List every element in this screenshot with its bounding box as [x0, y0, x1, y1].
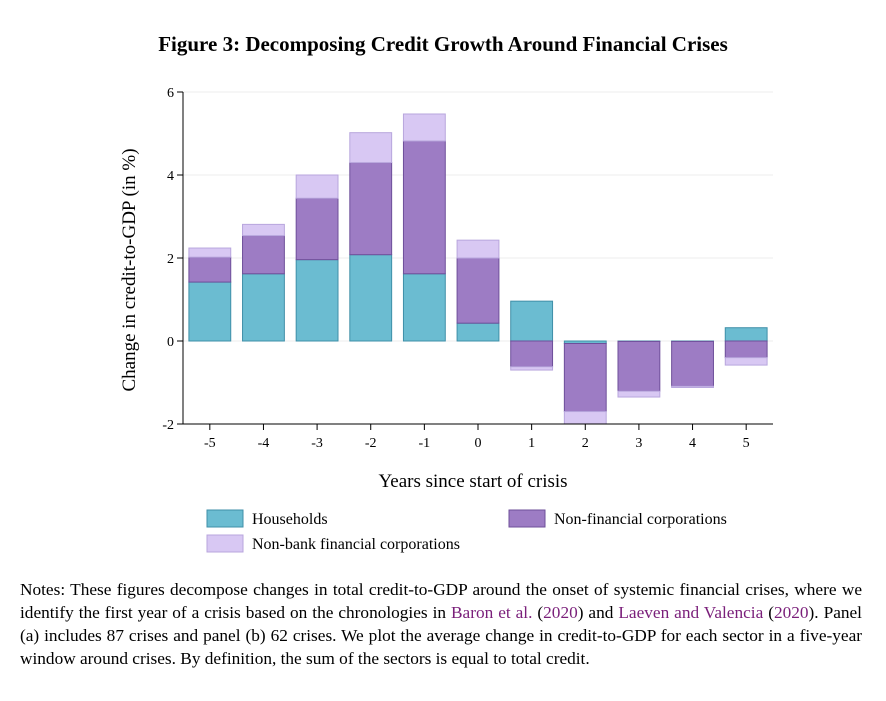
bar-households-5	[724, 327, 768, 342]
bar-non-financial-corporations--2	[349, 162, 393, 256]
bar-non-bank-financial-corporations--4	[242, 223, 285, 237]
legend: Households Non-financial corporations Non-…	[206, 509, 727, 553]
y-tick-label: -2	[162, 418, 174, 433]
y-tick-label: 2	[167, 252, 174, 267]
bar-households--2	[349, 254, 393, 342]
bar-non-bank-financial-corporations-4	[671, 385, 714, 388]
legend-swatch-households	[206, 509, 244, 528]
bar-non-financial-corporations--3	[295, 197, 339, 261]
legend-swatch-non-financial-corporations	[508, 509, 546, 528]
bar-households-0	[456, 322, 500, 342]
notes-text-1: Notes: These figures decompose changes i…	[20, 580, 862, 622]
figure-title: Figure 3: Decomposing Credit Growth Arou…	[158, 32, 728, 56]
bar-households--4	[242, 273, 285, 342]
citation-laeven-year[interactable]: 2020	[773, 603, 809, 622]
citation-laeven-name[interactable]: Laeven and Valencia	[618, 603, 764, 622]
notes-paragraph: Notes: These figures decompose changes i…	[20, 578, 862, 670]
stacked-bar-chart: -2 0 2 4 6 -5 -4 -3 -2 -1 0 1 2 3 4 5 Years since start …	[119, 86, 773, 553]
bar-non-bank-financial-corporations--3	[295, 174, 339, 199]
legend-label-households: Households	[252, 511, 328, 528]
bar-non-financial-corporations--5	[188, 256, 232, 283]
x-tick-label: 4	[689, 436, 696, 451]
citation-baron-name[interactable]: Baron et al.	[451, 603, 533, 622]
x-tick-label: 2	[582, 436, 589, 451]
bar-non-financial-corporations-5	[724, 340, 768, 359]
bar-non-bank-financial-corporations-2	[563, 411, 607, 425]
citation-baron-open: (	[532, 603, 544, 622]
legend-swatch-non-bank-financial-corporations	[206, 534, 244, 553]
x-tick-label: -2	[365, 436, 377, 451]
bar-non-financial-corporations-4	[671, 340, 714, 387]
y-tick-label: 6	[167, 86, 174, 101]
citation-laeven-open: (	[763, 603, 774, 622]
x-tick-label: -5	[204, 436, 216, 451]
x-tick-label: -1	[419, 436, 431, 451]
bar-households--5	[188, 281, 232, 342]
bar-non-financial-corporations-2	[563, 342, 607, 413]
bar-non-bank-financial-corporations--1	[402, 113, 446, 142]
bar-households--3	[295, 259, 339, 342]
bar-non-bank-financial-corporations--2	[349, 132, 393, 164]
x-tick-label: -3	[311, 436, 323, 451]
x-tick-label: 0	[475, 436, 482, 451]
y-tick-label: 4	[167, 169, 174, 184]
bar-households-1	[510, 300, 554, 342]
y-axis-title: Change in credit-to-GDP (in %)	[119, 148, 140, 391]
y-tick-label: 0	[167, 335, 174, 350]
x-tick-label: 5	[743, 436, 750, 451]
x-tick-label: 1	[528, 436, 535, 451]
x-tick-label: -4	[258, 436, 270, 451]
bar-non-bank-financial-corporations-1	[510, 366, 554, 371]
bar-non-bank-financial-corporations-3	[617, 390, 661, 398]
legend-label-non-bank-financial-corporations: Non-bank financial corporations	[252, 536, 460, 553]
citation-baron-close: ) and	[577, 603, 619, 622]
bar-non-financial-corporations-1	[510, 340, 554, 368]
axes: -2 0 2 4 6 -5 -4 -3 -2 -1 0 1 2 3 4 5 Years since start …	[119, 86, 773, 492]
bar-non-bank-financial-corporations-5	[724, 357, 768, 366]
bar-non-financial-corporations--1	[402, 140, 446, 275]
bar-non-financial-corporations--4	[242, 235, 285, 275]
x-tick-label: 3	[635, 436, 642, 451]
bar-non-financial-corporations-0	[456, 257, 500, 324]
bar-non-financial-corporations-3	[617, 340, 661, 392]
notes-text-2: ). Panel (a) includes 87 crises and pane…	[20, 603, 862, 668]
bars	[188, 113, 768, 425]
bar-households--1	[402, 273, 446, 342]
bar-non-bank-financial-corporations--5	[188, 247, 232, 258]
bar-non-bank-financial-corporations-0	[456, 239, 500, 259]
citation-baron-year[interactable]: 2020	[543, 603, 578, 622]
legend-label-non-financial-corporations: Non-financial corporations	[554, 511, 727, 528]
x-axis-title: Years since start of crisis	[378, 471, 567, 492]
